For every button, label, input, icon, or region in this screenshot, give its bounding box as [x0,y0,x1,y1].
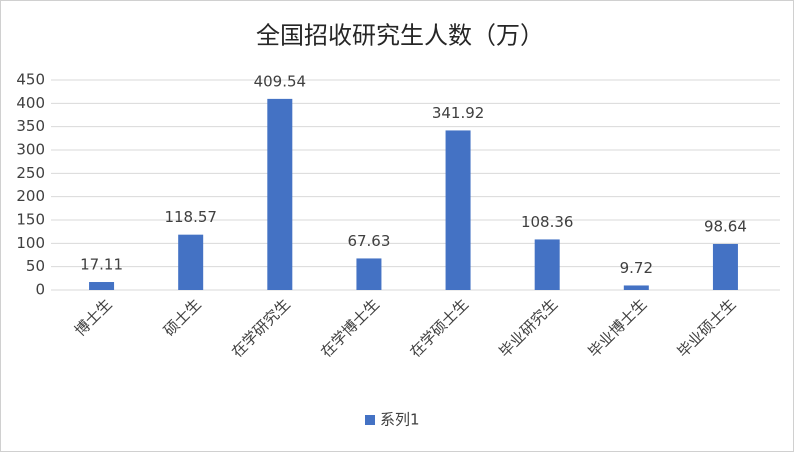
y-tick-label: 450 [16,71,45,89]
data-label: 108.36 [521,213,574,231]
bar [712,243,738,290]
data-label: 409.54 [254,72,307,90]
data-label: 98.64 [704,217,747,235]
bar [534,239,560,290]
bar [623,285,649,290]
data-label: 9.72 [620,259,653,277]
data-label: 17.11 [80,256,123,274]
bar [89,282,115,290]
bar [356,258,382,290]
chart-title: 全国招收研究生人数（万） [256,22,544,50]
data-label: 67.63 [347,232,390,250]
y-tick-label: 50 [26,257,45,275]
y-tick-label: 100 [16,234,45,252]
y-tick-label: 300 [16,141,45,159]
y-tick-label: 250 [16,164,45,182]
data-label: 118.57 [164,208,217,226]
bar [445,130,471,290]
y-tick-label: 150 [16,211,45,229]
bar [178,234,204,290]
legend-swatch [365,415,375,425]
y-tick-label: 350 [16,117,45,135]
data-label: 341.92 [432,104,485,122]
legend-label: 系列1 [380,411,420,429]
y-tick-label: 200 [16,187,45,205]
y-tick-label: 0 [35,281,45,299]
y-tick-label: 400 [16,94,45,112]
bar [267,98,293,290]
